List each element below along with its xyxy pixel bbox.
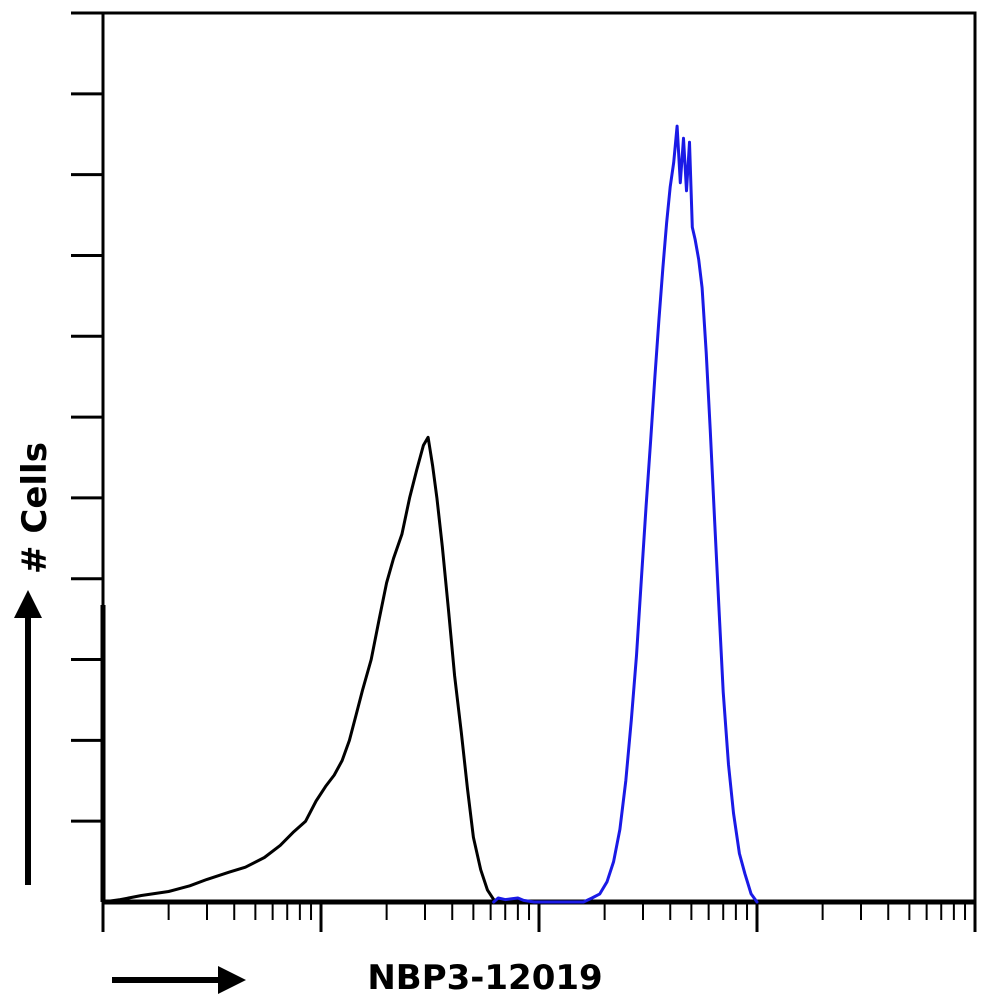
plot-axes	[100, 11, 977, 905]
series-line-1	[101, 435, 504, 904]
histogram-series	[101, 124, 759, 904]
x-axis-label: NBP3-12019	[367, 958, 602, 998]
y-axis-arrow-head	[14, 590, 42, 618]
y-axis-ticks	[71, 11, 103, 823]
x-axis-arrow-head	[218, 966, 246, 994]
series-line-2	[492, 124, 759, 904]
x-axis-label-group: NBP3-12019	[112, 958, 603, 998]
y-axis-label-group: # Cells	[14, 442, 55, 885]
plot-frame	[101, 11, 977, 904]
y-axis-label: # Cells	[15, 442, 55, 574]
x-axis-ticks	[101, 902, 977, 932]
